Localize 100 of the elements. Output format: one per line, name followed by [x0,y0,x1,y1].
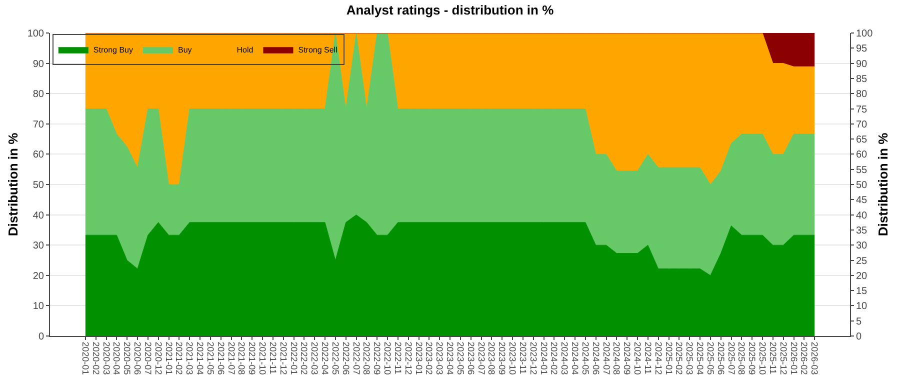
x-tick-label: 2026-03 [810,342,820,375]
x-tick-label: 2024-08 [612,342,622,375]
x-tick-label: 2025-08 [736,342,747,375]
x-tick-label: 2022-05 [330,342,340,375]
x-tick-label: 2023-08 [486,342,497,375]
x-tick-label: 2020-07 [142,342,153,375]
x-tick-label: 2022-03 [310,342,320,375]
x-tick-label: 2020-12 [153,342,164,375]
x-tick-label: 2020-02 [90,342,101,375]
x-tick-label: 2021-08 [236,342,247,375]
x-tick-label: 2024-12 [653,342,664,375]
x-tick-label: 2024-03 [560,342,570,375]
y-tick-label: 30 [32,240,44,252]
x-tick-label: 2024-09 [622,342,632,375]
x-tick-label: 2021-02 [174,342,184,375]
x-tick-label: 2023-09 [497,342,508,375]
y2-tick-label: 60 [856,150,868,161]
y2-tick-label: 75 [856,104,868,116]
y2-tick-label: 65 [856,134,868,146]
y2-tick-label: 5 [856,316,862,328]
series-label: Hold [236,46,254,55]
legend-label: Strong Buy [93,46,133,55]
y2-tick-label: 45 [856,195,868,206]
y2-tick-label: 0 [856,332,862,342]
x-tick-label: 2024-11 [642,342,653,374]
x-tick-label: 2024-01 [538,342,549,375]
x-tick-label: 2020-03 [101,342,112,375]
y-tick-label: 50 [32,180,44,191]
chart-title: Analyst ratings - distribution in % [346,2,554,18]
x-tick-label: 2025-05 [705,342,716,375]
y2-tick-label: 15 [856,286,868,298]
y-tick-label: 70 [32,119,44,130]
x-tick-label: 2022-04 [320,342,330,375]
x-tick-label: 2023-03 [434,342,445,375]
y2-tick-label: 35 [856,225,868,236]
y2-tick-label: 40 [856,210,868,222]
x-tick-label: 2025-10 [758,342,768,375]
x-tick-label: 2022-11 [392,342,403,374]
x-tick-label: 2022-12 [403,342,414,375]
y2-tick-label: 50 [856,180,868,191]
x-tick-label: 2023-07 [476,342,486,375]
x-tick-label: 2024-10 [632,342,643,375]
x-tick-label: 2021-03 [184,342,195,375]
x-tick-label: 2023-06 [466,342,476,375]
x-tick-label: 2022-01 [288,342,299,375]
x-tick-label: 2023-02 [424,342,434,375]
x-tick-label: 2023-11 [518,342,528,374]
x-tick-label: 2022-02 [299,342,310,375]
x-tick-label: 2024-06 [590,342,601,375]
y2-tick-label: 80 [856,89,868,100]
x-tick-label: 2022-09 [372,342,382,375]
x-tick-label: 2020-05 [122,342,132,375]
x-tick-label: 2021-12 [278,342,288,375]
y2-tick-label: 10 [856,301,868,312]
x-tick-label: 2025-07 [726,342,736,375]
y-tick-label: 40 [32,210,44,222]
x-tick-label: 2020-01 [80,342,90,375]
x-tick-label: 2022-08 [362,342,372,375]
y2-tick-label: 70 [856,119,868,130]
x-tick-label: 2026-01 [788,342,799,375]
x-tick-label: 2024-07 [601,342,612,375]
y-tick-label: 20 [32,270,44,282]
y-tick-label: 80 [32,89,44,100]
y2-tick-label: 55 [856,164,868,176]
x-tick-label: 2025-12 [778,342,788,375]
x-tick-label: 2021-10 [258,342,268,375]
x-tick-label: 2021-06 [216,342,226,375]
x-tick-label: 2023-01 [414,342,424,375]
y-tick-label: 10 [32,301,44,312]
x-tick-label: 2021-01 [164,342,174,375]
x-tick-label: 2025-09 [747,342,758,375]
y2-tick-label: 30 [856,240,868,252]
x-tick-label: 2024-02 [549,342,560,375]
y2-tick-label: 20 [856,270,868,282]
x-tick-label: 2021-05 [205,342,216,375]
x-tick-label: 2021-09 [247,342,258,375]
x-tick-label: 2023-10 [508,342,518,375]
y2-tick-label: 100 [856,28,874,40]
y2-tick-label: 95 [856,44,868,55]
y-axis-title: Distribution in % [5,132,20,236]
x-tick-label: 2020-04 [112,342,122,375]
y2-tick-label: 25 [856,256,868,267]
x-tick-label: 2024-05 [580,342,590,375]
y2-tick-label: 90 [856,58,868,70]
x-tick-label: 2023-04 [445,342,456,375]
y-tick-label: 100 [27,28,44,40]
x-tick-label: 2024-04 [570,342,580,375]
y2-tick-label: 85 [856,74,868,85]
y-tick-label: 60 [32,150,44,161]
x-tick-label: 2026-02 [799,342,810,375]
x-tick-label: 2025-03 [684,342,695,375]
y-tick-label: 90 [32,58,44,70]
x-tick-label: 2025-04 [695,342,706,375]
x-tick-label: 2025-06 [716,342,726,375]
x-tick-label: 2025-02 [674,342,684,375]
x-tick-label: 2022-06 [340,342,351,375]
y2-axis-title: Distribution in % [876,132,891,236]
x-tick-label: 2020-06 [132,342,143,375]
x-tick-label: 2025-11 [768,342,778,374]
x-tick-label: 2022-07 [351,342,362,375]
